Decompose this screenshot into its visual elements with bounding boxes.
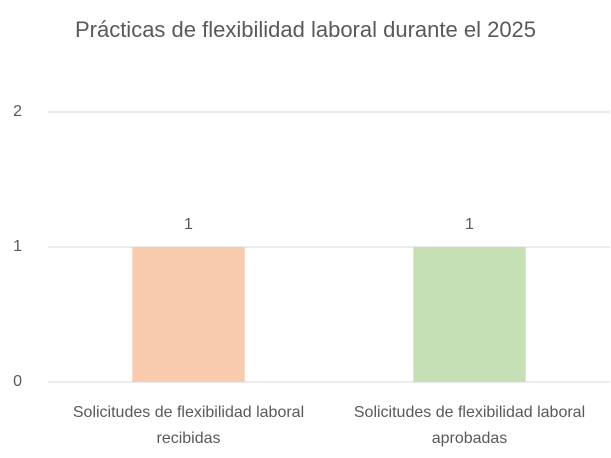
data-label: 1 (465, 216, 474, 233)
chart-title: Prácticas de flexibilidad laboral durant… (74, 17, 537, 42)
bar (132, 247, 245, 382)
y-tick-label: 0 (13, 373, 22, 390)
y-tick-label: 1 (13, 238, 22, 255)
data-label: 1 (184, 216, 193, 233)
x-tick-label: Solicitudes de flexibilidad laboral reci… (72, 404, 305, 447)
bar (413, 247, 526, 382)
x-tick-label: Solicitudes de flexibilidad laboral apro… (353, 404, 586, 447)
y-tick-label: 2 (13, 103, 22, 120)
